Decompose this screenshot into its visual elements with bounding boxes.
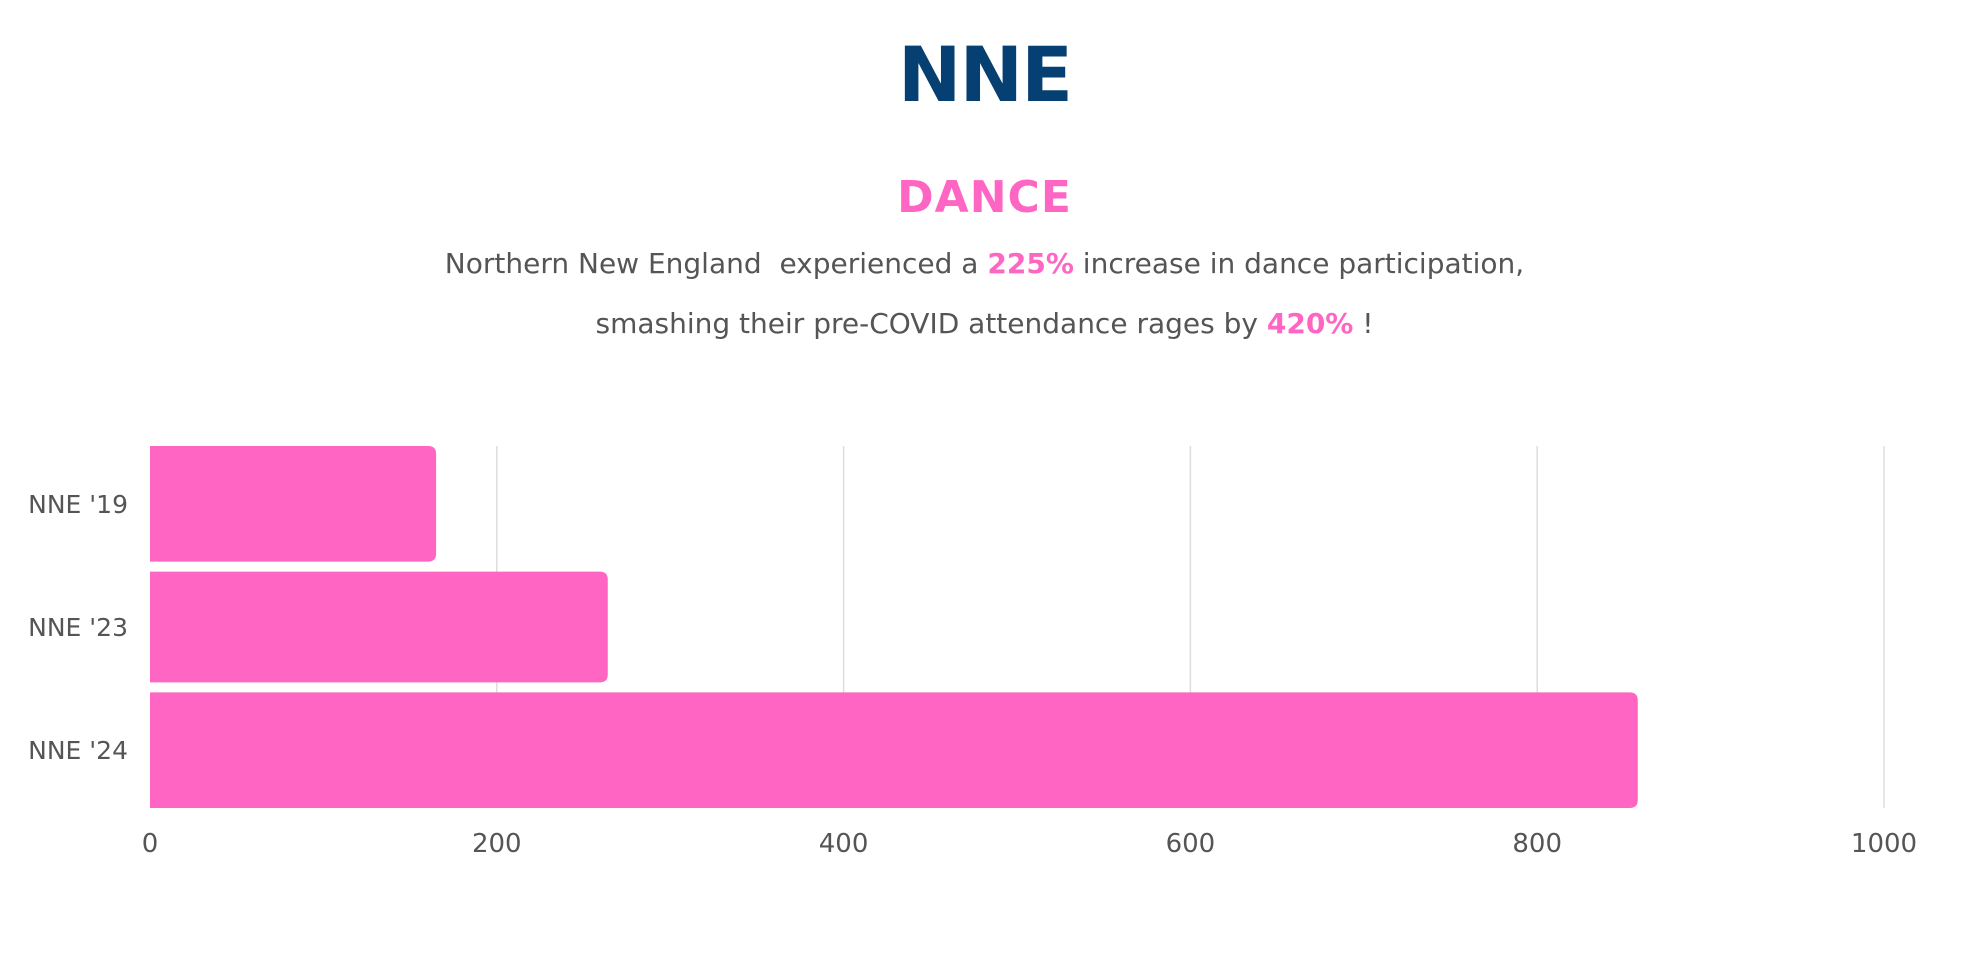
page-title: NNE bbox=[897, 30, 1073, 119]
y-category-label: NNE '23 bbox=[28, 613, 128, 642]
bar bbox=[150, 446, 437, 562]
bar bbox=[150, 692, 1638, 808]
y-category-label: NNE '24 bbox=[28, 736, 128, 765]
description-line-1: Northern New England experienced a 225% … bbox=[0, 244, 1969, 284]
description-line-2-post: ! bbox=[1353, 307, 1374, 340]
x-tick-label: 600 bbox=[1166, 829, 1216, 859]
description-line-2-pre: smashing their pre-COVID attendance rage… bbox=[595, 307, 1267, 340]
x-tick-label: 1000 bbox=[1851, 829, 1917, 859]
x-tick-label: 0 bbox=[142, 829, 159, 859]
description-line-2: smashing their pre-COVID attendance rage… bbox=[0, 304, 1969, 344]
highlight-420-percent: 420% bbox=[1266, 307, 1354, 340]
highlight-225-percent: 225% bbox=[987, 247, 1074, 280]
x-tick-label: 200 bbox=[472, 829, 522, 859]
description-line-1-pre: Northern New England experienced a bbox=[444, 247, 988, 280]
x-tick-label: 800 bbox=[1512, 829, 1562, 859]
page-subtitle: DANCE bbox=[897, 172, 1072, 223]
x-tick-label: 400 bbox=[819, 829, 869, 859]
y-category-label: NNE '19 bbox=[28, 490, 128, 519]
description-line-1-post: increase in dance participation, bbox=[1073, 247, 1525, 280]
bar bbox=[150, 571, 608, 683]
